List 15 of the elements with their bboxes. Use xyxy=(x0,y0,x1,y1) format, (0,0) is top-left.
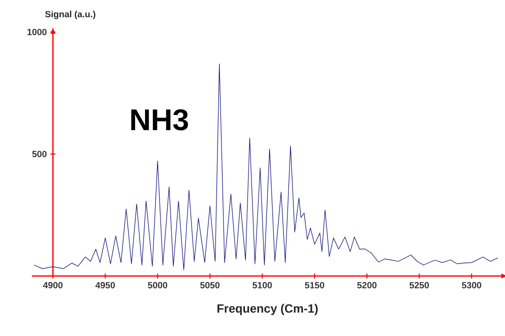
y-tick-label: 1000 xyxy=(28,28,47,36)
annotation: NH3 xyxy=(131,109,188,130)
x-axis-title: Frequency (Cm-1) xyxy=(217,304,318,316)
x-tick-label: 5200 xyxy=(357,282,377,288)
x-tick-label: 5300 xyxy=(462,282,482,288)
y-tick-label: 500 xyxy=(32,150,47,158)
x-tick-label: 5150 xyxy=(304,282,324,288)
x-tick-label: 5050 xyxy=(200,282,220,288)
x-tick-label: 5100 xyxy=(252,282,272,288)
x-tick-label: 5000 xyxy=(148,282,168,288)
y-axis-title: Signal (a.u.) xyxy=(45,10,96,20)
line-series xyxy=(34,64,498,270)
x-tick-label: 4950 xyxy=(95,282,115,288)
x-tick-label: 4900 xyxy=(43,282,63,288)
x-tick-label: 5250 xyxy=(410,282,429,288)
